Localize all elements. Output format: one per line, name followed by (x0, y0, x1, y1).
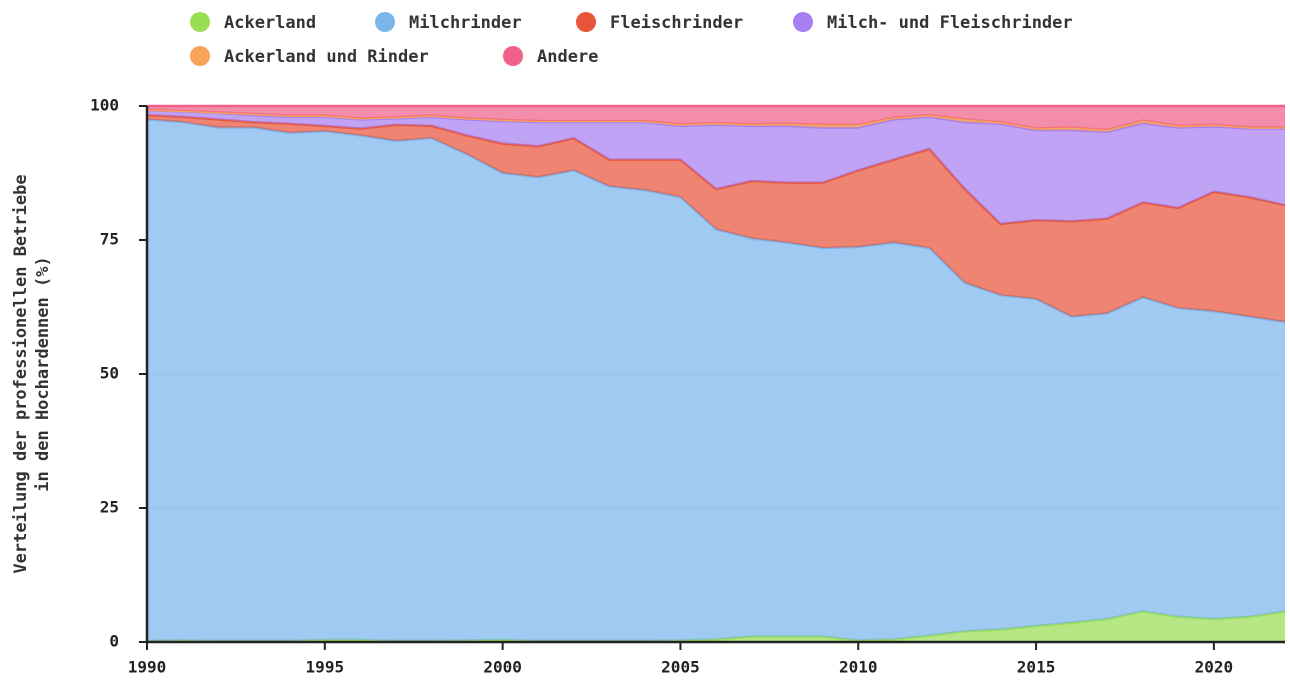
legend-swatch (190, 12, 210, 32)
x-tick-label: 2020 (1195, 658, 1234, 677)
area-fill (147, 119, 1285, 641)
area-fill (147, 115, 1285, 323)
x-tick-label: 1995 (306, 658, 345, 677)
y-tick-label: 0 (109, 632, 119, 651)
legend-swatch (576, 12, 596, 32)
area-fill (147, 611, 1285, 642)
y-axis-title-line: in den Hochardennen (%) (33, 256, 53, 491)
legend-swatch (190, 46, 210, 66)
x-tick-label: 2000 (483, 658, 522, 677)
y-tick-label: 100 (90, 96, 119, 115)
x-tick-label: 2005 (661, 658, 700, 677)
legend-label: Milchrinder (409, 13, 522, 33)
legend-label: Andere (537, 47, 598, 67)
y-axis-title-line: Verteilung der professionellen Betriebe (11, 174, 31, 573)
legend-label: Milch- und Fleischrinder (827, 13, 1073, 33)
area-fill (147, 106, 1285, 131)
y-tick-label: 75 (100, 230, 119, 249)
y-tick-label: 50 (100, 364, 119, 383)
y-tick-label: 25 (100, 498, 119, 517)
x-tick-label: 2010 (839, 658, 878, 677)
legend-label: Ackerland (224, 13, 316, 33)
y-axis-title: Verteilung der professionellen Betriebe … (11, 174, 53, 573)
legend-swatch (375, 12, 395, 32)
area-fill (147, 110, 1285, 224)
legend-swatch (503, 46, 523, 66)
legend-label: Ackerland und Rinder (224, 47, 429, 67)
legend-swatch (793, 12, 813, 32)
x-tick-label: 2015 (1017, 658, 1056, 677)
x-tick-label: 1990 (128, 658, 167, 677)
legend-label: Fleischrinder (610, 13, 743, 33)
